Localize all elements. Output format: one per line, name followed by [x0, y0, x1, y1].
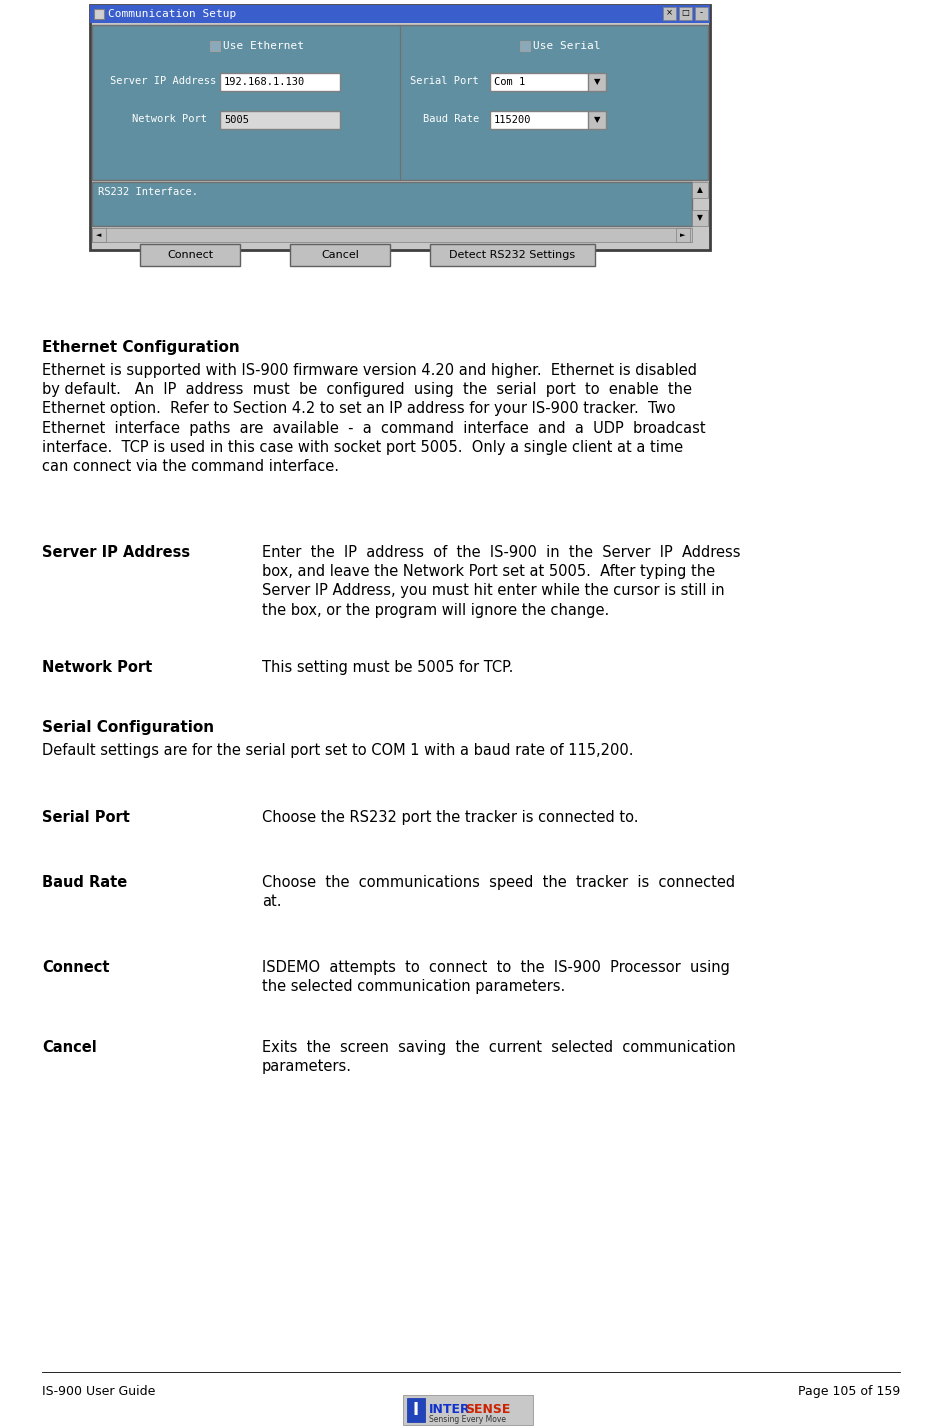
Bar — [490, 111, 590, 128]
Text: Page 105 of 159: Page 105 of 159 — [797, 1386, 900, 1398]
Bar — [692, 183, 708, 198]
Text: Use Ethernet: Use Ethernet — [223, 41, 304, 51]
Text: ISDEMO  attempts  to  connect  to  the  IS-900  Processor  using
the selected co: ISDEMO attempts to connect to the IS-900… — [262, 960, 730, 995]
Text: Network Port: Network Port — [132, 114, 207, 124]
Bar — [676, 228, 690, 243]
Text: IS-900 User Guide: IS-900 User Guide — [42, 1386, 155, 1398]
Bar — [679, 7, 692, 20]
Text: ▼: ▼ — [593, 116, 600, 124]
Bar — [210, 41, 220, 51]
Text: □: □ — [681, 9, 690, 17]
Text: Baud Rate: Baud Rate — [42, 875, 127, 890]
Text: Connect: Connect — [167, 250, 213, 260]
Bar — [290, 244, 390, 265]
Bar — [695, 7, 708, 20]
Bar — [92, 26, 708, 180]
Text: INTER: INTER — [429, 1403, 471, 1416]
Text: Sensing Every Move: Sensing Every Move — [429, 1416, 506, 1424]
Text: Server IP Address: Server IP Address — [110, 76, 216, 86]
Text: Cancel: Cancel — [321, 250, 358, 260]
Bar — [94, 9, 104, 19]
Text: ◄: ◄ — [96, 233, 102, 238]
Text: Enter  the  IP  address  of  the  IS-900  in  the  Server  IP  Address
box, and : Enter the IP address of the IS-900 in th… — [262, 545, 740, 618]
Text: 115200: 115200 — [494, 116, 532, 126]
Bar — [90, 6, 710, 250]
Text: ▲: ▲ — [697, 186, 703, 194]
Bar — [520, 41, 530, 51]
Text: 5005: 5005 — [224, 116, 249, 126]
Text: Choose the RS232 port the tracker is connected to.: Choose the RS232 port the tracker is con… — [262, 811, 638, 825]
Text: This setting must be 5005 for TCP.: This setting must be 5005 for TCP. — [262, 661, 513, 675]
Bar — [692, 210, 708, 225]
Text: Communication Setup: Communication Setup — [108, 9, 236, 19]
Text: Choose  the  communications  speed  the  tracker  is  connected
at.: Choose the communications speed the trac… — [262, 875, 735, 909]
Text: Detect RS232 Settings: Detect RS232 Settings — [449, 250, 575, 260]
Text: Use Serial: Use Serial — [533, 41, 601, 51]
Text: Ethernet Configuration: Ethernet Configuration — [42, 340, 240, 355]
Bar — [92, 183, 692, 225]
Text: Cancel: Cancel — [42, 1040, 96, 1055]
Bar — [407, 1398, 425, 1421]
Text: Com 1: Com 1 — [494, 77, 525, 87]
Bar — [588, 73, 606, 91]
Text: SENSE: SENSE — [465, 1403, 510, 1416]
Text: Connect: Connect — [42, 960, 110, 975]
Text: Serial Configuration: Serial Configuration — [42, 721, 214, 735]
Text: Exits  the  screen  saving  the  current  selected  communication
parameters.: Exits the screen saving the current sele… — [262, 1040, 736, 1075]
Text: Ethernet is supported with IS-900 firmware version 4.20 and higher.  Ethernet is: Ethernet is supported with IS-900 firmwa… — [42, 362, 706, 474]
Bar — [220, 111, 340, 128]
Bar — [90, 6, 710, 23]
Text: Default settings are for the serial port set to COM 1 with a baud rate of 115,20: Default settings are for the serial port… — [42, 743, 634, 758]
Text: I: I — [413, 1401, 419, 1418]
Bar — [490, 73, 590, 91]
Bar — [140, 244, 240, 265]
Text: Serial Port: Serial Port — [42, 811, 130, 825]
Text: ×: × — [666, 9, 673, 17]
Bar — [663, 7, 676, 20]
Text: ►: ► — [680, 233, 686, 238]
Text: -: - — [700, 9, 703, 17]
Bar — [430, 244, 595, 265]
Text: 192.168.1.130: 192.168.1.130 — [224, 77, 305, 87]
Text: Baud Rate: Baud Rate — [423, 114, 479, 124]
Text: ▼: ▼ — [593, 77, 600, 87]
Bar — [403, 1396, 533, 1426]
Text: Server IP Address: Server IP Address — [42, 545, 190, 559]
Bar — [588, 111, 606, 128]
Text: RS232 Interface.: RS232 Interface. — [98, 187, 198, 197]
Bar — [92, 228, 106, 243]
Text: Network Port: Network Port — [42, 661, 153, 675]
Text: ▼: ▼ — [697, 214, 703, 223]
Text: Serial Port: Serial Port — [410, 76, 478, 86]
Bar — [92, 228, 692, 243]
Bar — [220, 73, 340, 91]
